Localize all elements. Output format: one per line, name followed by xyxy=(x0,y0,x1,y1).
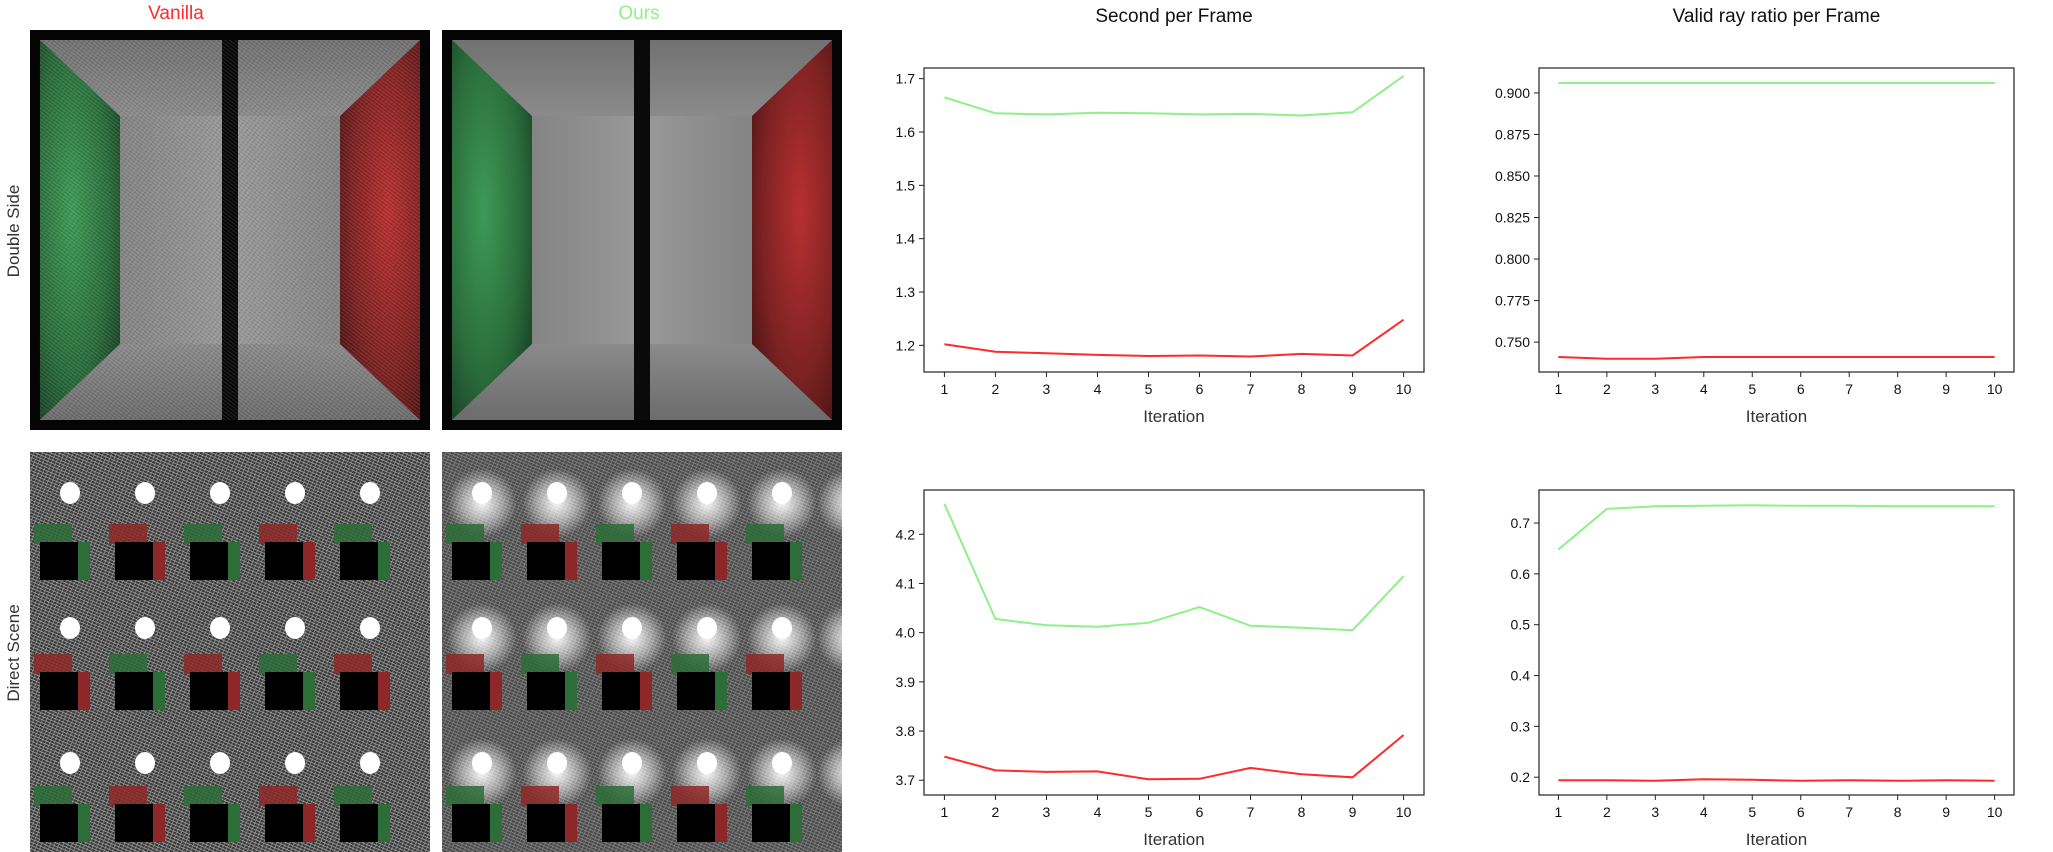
y-tick-label: 3.9 xyxy=(896,674,916,690)
x-tick-label: 5 xyxy=(1145,381,1153,397)
chart-second-per-frame-double-side: Second per Frame 1 2 3 4 5 6 7 8 9 10 1.2 1.3 1.4 1.5 1… xyxy=(896,6,1425,426)
render-double-side-ours xyxy=(442,30,842,430)
row-label-direct-scene: Direct Scene xyxy=(4,604,23,702)
y-tick-label: 1.7 xyxy=(896,71,916,87)
y-tick-label: 4.0 xyxy=(896,625,916,641)
chart-title: Valid ray ratio per Frame xyxy=(1673,6,1881,27)
x-tick-label: 6 xyxy=(1797,804,1805,820)
x-tick-label: 7 xyxy=(1247,804,1255,820)
series-line-vanilla xyxy=(944,318,1405,358)
y-tick-label: 4.2 xyxy=(896,526,916,542)
x-tick-label: 3 xyxy=(1043,381,1051,397)
x-axis-label: Iteration xyxy=(1746,830,1807,849)
y-tick-label: 1.4 xyxy=(896,231,916,247)
y-tick-label: 0.900 xyxy=(1495,85,1530,101)
y-tick-label: 3.7 xyxy=(896,772,916,788)
y-tick-label: 0.850 xyxy=(1495,168,1530,184)
series-line-ours xyxy=(944,75,1405,117)
x-tick-label: 8 xyxy=(1298,381,1306,397)
y-tick-label: 1.6 xyxy=(896,124,916,140)
x-tick-label: 2 xyxy=(992,804,1000,820)
x-tick-label: 1 xyxy=(941,804,949,820)
y-tick-label: 0.4 xyxy=(1511,668,1531,684)
column-title-vanilla: Vanilla xyxy=(148,3,204,24)
x-tick-label: 10 xyxy=(1987,381,2003,397)
x-tick-label: 6 xyxy=(1196,804,1204,820)
x-tick-label: 10 xyxy=(1396,381,1412,397)
render-direct-scene-vanilla xyxy=(30,452,430,852)
plot-frame xyxy=(1538,67,2015,373)
x-tick-label: 2 xyxy=(1603,804,1611,820)
y-tick-label: 0.2 xyxy=(1511,769,1531,785)
x-tick-label: 9 xyxy=(1942,804,1950,820)
plot-frame xyxy=(1538,489,2015,796)
series-line-vanilla xyxy=(1558,778,1995,782)
x-tick-label: 8 xyxy=(1894,381,1902,397)
x-tick-label: 2 xyxy=(992,381,1000,397)
y-tick-label: 0.7 xyxy=(1511,515,1531,531)
y-tick-label: 0.750 xyxy=(1495,334,1530,350)
x-tick-label: 4 xyxy=(1700,381,1708,397)
x-axis-label: Iteration xyxy=(1143,407,1204,426)
x-tick-label: 8 xyxy=(1894,804,1902,820)
x-tick-label: 2 xyxy=(1603,381,1611,397)
y-tick-label: 3.8 xyxy=(896,723,916,739)
x-tick-label: 1 xyxy=(1554,804,1562,820)
x-tick-label: 1 xyxy=(1554,381,1562,397)
x-tick-label: 7 xyxy=(1247,381,1255,397)
x-tick-label: 8 xyxy=(1298,804,1306,820)
y-tick-label: 1.3 xyxy=(896,284,916,300)
x-tick-label: 5 xyxy=(1748,381,1756,397)
x-tick-label: 5 xyxy=(1145,804,1153,820)
x-tick-label: 5 xyxy=(1748,804,1756,820)
render-direct-scene-ours xyxy=(442,452,842,852)
series-line-ours xyxy=(1557,504,1995,551)
series-line-vanilla xyxy=(1558,356,1995,360)
y-tick-label: 4.1 xyxy=(896,575,916,591)
column-title-ours: Ours xyxy=(618,3,660,24)
chart-second-per-frame-direct-scene: 1 2 3 4 5 6 7 8 9 10 3.7 3.8 3.9 4.0 4.1 4.2 Iteration xyxy=(896,489,1425,849)
chart-valid-ray-ratio-direct-scene: 1 2 3 4 5 6 7 8 9 10 0.2 0.3 0.4 0.5 0.6 0.7 Iteration xyxy=(1511,489,2015,849)
x-tick-label: 10 xyxy=(1396,804,1412,820)
x-tick-label: 1 xyxy=(941,381,949,397)
x-tick-label: 7 xyxy=(1845,804,1853,820)
y-tick-label: 0.3 xyxy=(1511,718,1531,734)
series-line-vanilla xyxy=(944,734,1405,781)
render-double-side-vanilla xyxy=(30,30,430,430)
x-tick-label: 4 xyxy=(1094,381,1102,397)
y-tick-label: 1.5 xyxy=(896,177,916,193)
y-tick-label: 0.825 xyxy=(1495,210,1530,226)
x-tick-label: 10 xyxy=(1987,804,2003,820)
y-tick-label: 0.6 xyxy=(1511,566,1531,582)
plot-frame xyxy=(923,489,1425,796)
y-tick-label: 0.800 xyxy=(1495,251,1530,267)
x-tick-label: 6 xyxy=(1797,381,1805,397)
x-tick-label: 9 xyxy=(1349,804,1357,820)
x-tick-label: 4 xyxy=(1700,804,1708,820)
y-tick-label: 0.875 xyxy=(1495,126,1530,142)
row-label-double-side: Double Side xyxy=(4,184,23,278)
x-axis-label: Iteration xyxy=(1746,407,1807,426)
chart-title: Second per Frame xyxy=(1095,6,1252,27)
series-line-ours xyxy=(943,503,1405,632)
y-tick-label: 0.775 xyxy=(1495,293,1530,309)
x-tick-label: 9 xyxy=(1942,381,1950,397)
plot-frame xyxy=(923,67,1425,373)
x-tick-label: 9 xyxy=(1349,381,1357,397)
x-axis-label: Iteration xyxy=(1143,830,1204,849)
x-tick-label: 4 xyxy=(1094,804,1102,820)
y-tick-label: 1.2 xyxy=(896,337,916,353)
x-tick-label: 3 xyxy=(1651,381,1659,397)
chart-valid-ray-ratio-double-side: Valid ray ratio per Frame 1 2 3 4 5 6 7 8 9 10 0.75… xyxy=(1495,6,2015,426)
x-tick-label: 3 xyxy=(1043,804,1051,820)
x-tick-label: 7 xyxy=(1845,381,1853,397)
x-tick-label: 3 xyxy=(1651,804,1659,820)
y-tick-label: 0.5 xyxy=(1511,617,1531,633)
x-tick-label: 6 xyxy=(1196,381,1204,397)
